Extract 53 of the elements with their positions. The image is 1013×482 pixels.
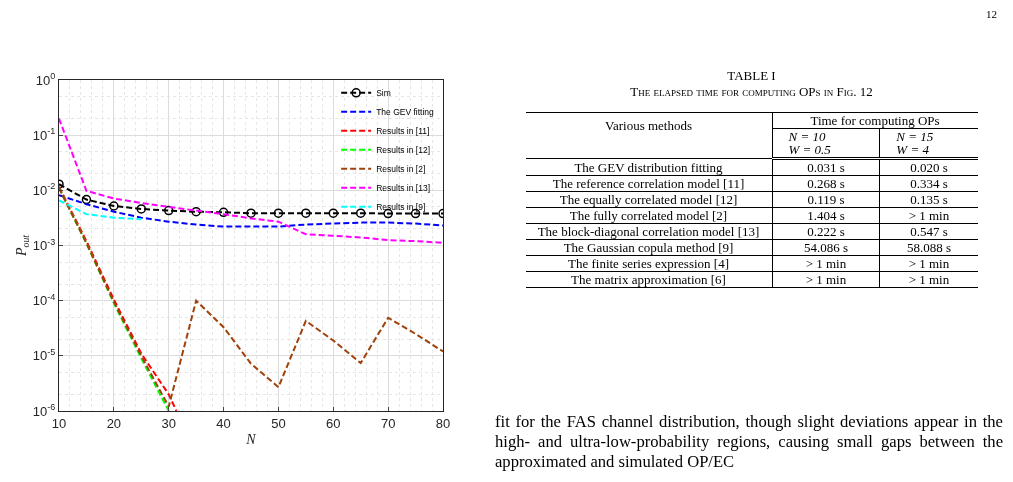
x-tick-label: 80 [435, 415, 451, 431]
text: 0.547 s [910, 224, 948, 239]
text: TABLE I [726, 68, 777, 84]
text: 1.404 s [807, 208, 845, 223]
text: > 1 min [908, 272, 950, 287]
category-label: The reference correlation model [11] [552, 176, 745, 191]
text: Various methods [525, 112, 772, 159]
x-tick-label: 20 [106, 415, 122, 431]
y-tick-label: 10$^{-4}$ [32, 291, 56, 309]
x-tick-label: 50 [271, 415, 286, 431]
legend-label: Results in [9] [376, 202, 426, 213]
legend-label: Results in [13] [376, 183, 431, 194]
category-label: The Gaussian copula method [9] [563, 240, 734, 255]
text: 0.119 s [807, 192, 845, 207]
text: fit for the FAS channel distribution, though slight deviations appear in the high- and ultra-low-probability regions, causing small gaps between the approximated and simulated OP/EC [495, 412, 1003, 472]
y-tick-label: 10$^{0}$ [35, 71, 56, 88]
text: 0.020 s [910, 160, 948, 175]
text: 54.086 s [803, 240, 848, 255]
text: > 1 min [908, 208, 950, 223]
legend-label: Results in [2] [376, 164, 426, 175]
category-label: The matrix approximation [6] [571, 272, 726, 287]
x-axis-title: N [245, 431, 257, 447]
legend-label: The GEV fitting [376, 107, 435, 118]
text: 0.268 s [807, 176, 845, 191]
category-label: The equally correlated model [12] [559, 192, 738, 207]
text: 12 [986, 8, 997, 20]
category-label: The finite series expression [4] [567, 256, 729, 271]
category-label: The GEV distribution fitting [574, 159, 723, 175]
legend-label: Sim [376, 88, 391, 99]
y-tick-label: 10$^{-3}$ [32, 236, 56, 254]
text: 0.031 s [807, 160, 845, 175]
text: > 1 min [908, 256, 950, 271]
text: 58.088 s [906, 240, 951, 255]
text: 0.135 s [910, 192, 948, 207]
legend-label: Results in [11] [376, 126, 430, 137]
text: The elapsed time for computing OPs in Fig. 12 [629, 84, 874, 100]
x-tick-label: 70 [380, 415, 396, 431]
y-tick-label: 10$^{-1}$ [32, 126, 56, 143]
y-tick-label: 10$^{-5}$ [32, 346, 56, 364]
y-tick-label: 10$^{-2}$ [32, 181, 56, 198]
x-tick-label: 40 [216, 415, 231, 431]
category-label: N = 10 W = 0.5 [772, 128, 880, 159]
text: > 1 min [805, 256, 847, 271]
category-label: N = 15 W = 4 [879, 128, 978, 159]
category-label: The block-diagonal correlation model [13] [537, 224, 760, 239]
legend-label: Results in [12] [376, 145, 431, 156]
x-tick-label: 60 [326, 415, 341, 431]
x-tick-label: 30 [161, 415, 176, 431]
category-label: The fully correlated model [2] [569, 208, 728, 223]
text: 0.334 s [910, 176, 948, 191]
text: Time for computing OPs [772, 112, 978, 129]
text: > 1 min [805, 272, 847, 287]
text: 0.222 s [807, 224, 845, 239]
